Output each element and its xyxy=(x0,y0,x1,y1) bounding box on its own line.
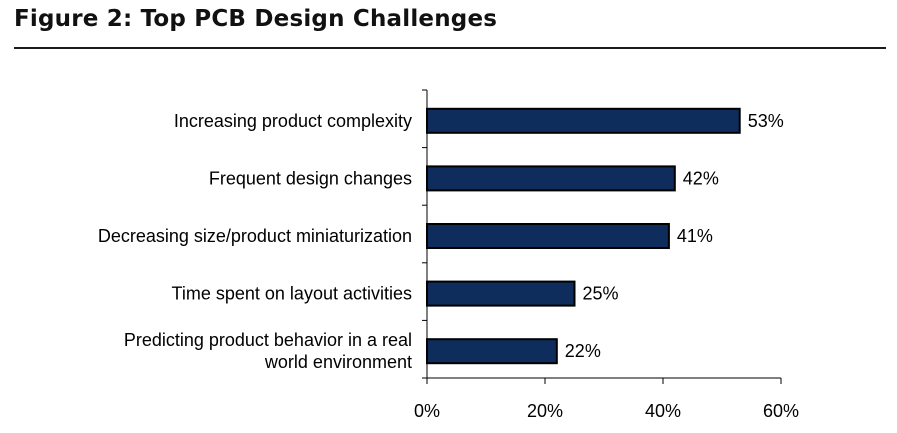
x-tick-label: 20% xyxy=(527,401,563,421)
category-label: world environment xyxy=(264,352,412,372)
data-label: 22% xyxy=(565,341,601,361)
bar xyxy=(426,223,670,249)
bar xyxy=(426,280,576,307)
category-label: Frequent design changes xyxy=(209,168,412,188)
x-tick-label: 0% xyxy=(414,401,440,421)
category-label: Predicting product behavior in a real xyxy=(124,330,412,350)
x-tick-label: 40% xyxy=(645,401,681,421)
title-divider xyxy=(14,47,886,49)
bar xyxy=(426,338,558,365)
data-label: 42% xyxy=(683,168,719,188)
data-label: 41% xyxy=(677,226,713,246)
bar xyxy=(426,107,741,134)
page-title: Figure 2: Top PCB Design Challenges xyxy=(14,6,498,32)
x-tick-label: 60% xyxy=(763,401,799,421)
category-label: Increasing product complexity xyxy=(174,111,412,131)
data-label: 53% xyxy=(748,111,784,131)
category-label: Time spent on layout activities xyxy=(172,284,412,304)
bar xyxy=(426,165,676,192)
data-label: 25% xyxy=(583,284,619,304)
category-label: Decreasing size/product miniaturization xyxy=(98,226,412,246)
